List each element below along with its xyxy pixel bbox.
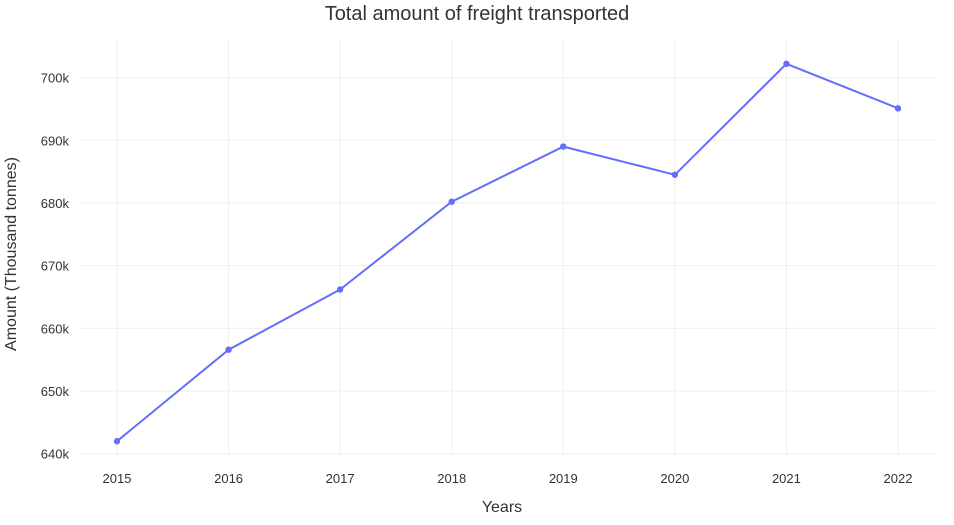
x-tick-label: 2018 (437, 471, 466, 486)
y-tick-label: 640k (41, 447, 70, 462)
data-point (894, 105, 902, 112)
x-tick-label: 2015 (103, 471, 132, 486)
y-tick-label: 650k (41, 384, 70, 399)
data-point (336, 286, 344, 293)
chart-title: Total amount of freight transported (325, 3, 630, 25)
data-point (225, 346, 232, 353)
y-axis-title: Amount (Thousand tonnes) (3, 157, 20, 351)
x-tick-label: 2021 (772, 471, 801, 486)
y-tick-label: 690k (41, 133, 70, 148)
x-axis-ticks: 2015 2016 2017 2018 2019 2020 2021 2022 (103, 471, 913, 486)
y-tick-label: 700k (41, 71, 70, 86)
y-gridlines (80, 77, 935, 455)
y-tick-label: 660k (41, 321, 70, 336)
x-tick-label: 2020 (660, 471, 689, 486)
data-point (113, 438, 121, 445)
series-line (116, 62, 899, 442)
x-tick-label: 2016 (214, 471, 243, 486)
x-tick-label: 2022 (884, 471, 913, 486)
data-point (671, 171, 679, 178)
y-tick-label: 680k (41, 196, 70, 211)
data-points (113, 60, 902, 445)
y-tick-label: 670k (41, 259, 70, 274)
data-point (783, 60, 790, 68)
x-gridlines (116, 40, 899, 455)
data-point (560, 143, 567, 150)
y-axis-ticks: 640k 650k 660k 670k 680k 690k 700k (41, 71, 70, 462)
x-tick-label: 2017 (326, 471, 355, 486)
x-tick-label: 2019 (549, 471, 578, 486)
x-axis-title: Years (482, 499, 522, 516)
data-point (448, 198, 455, 205)
